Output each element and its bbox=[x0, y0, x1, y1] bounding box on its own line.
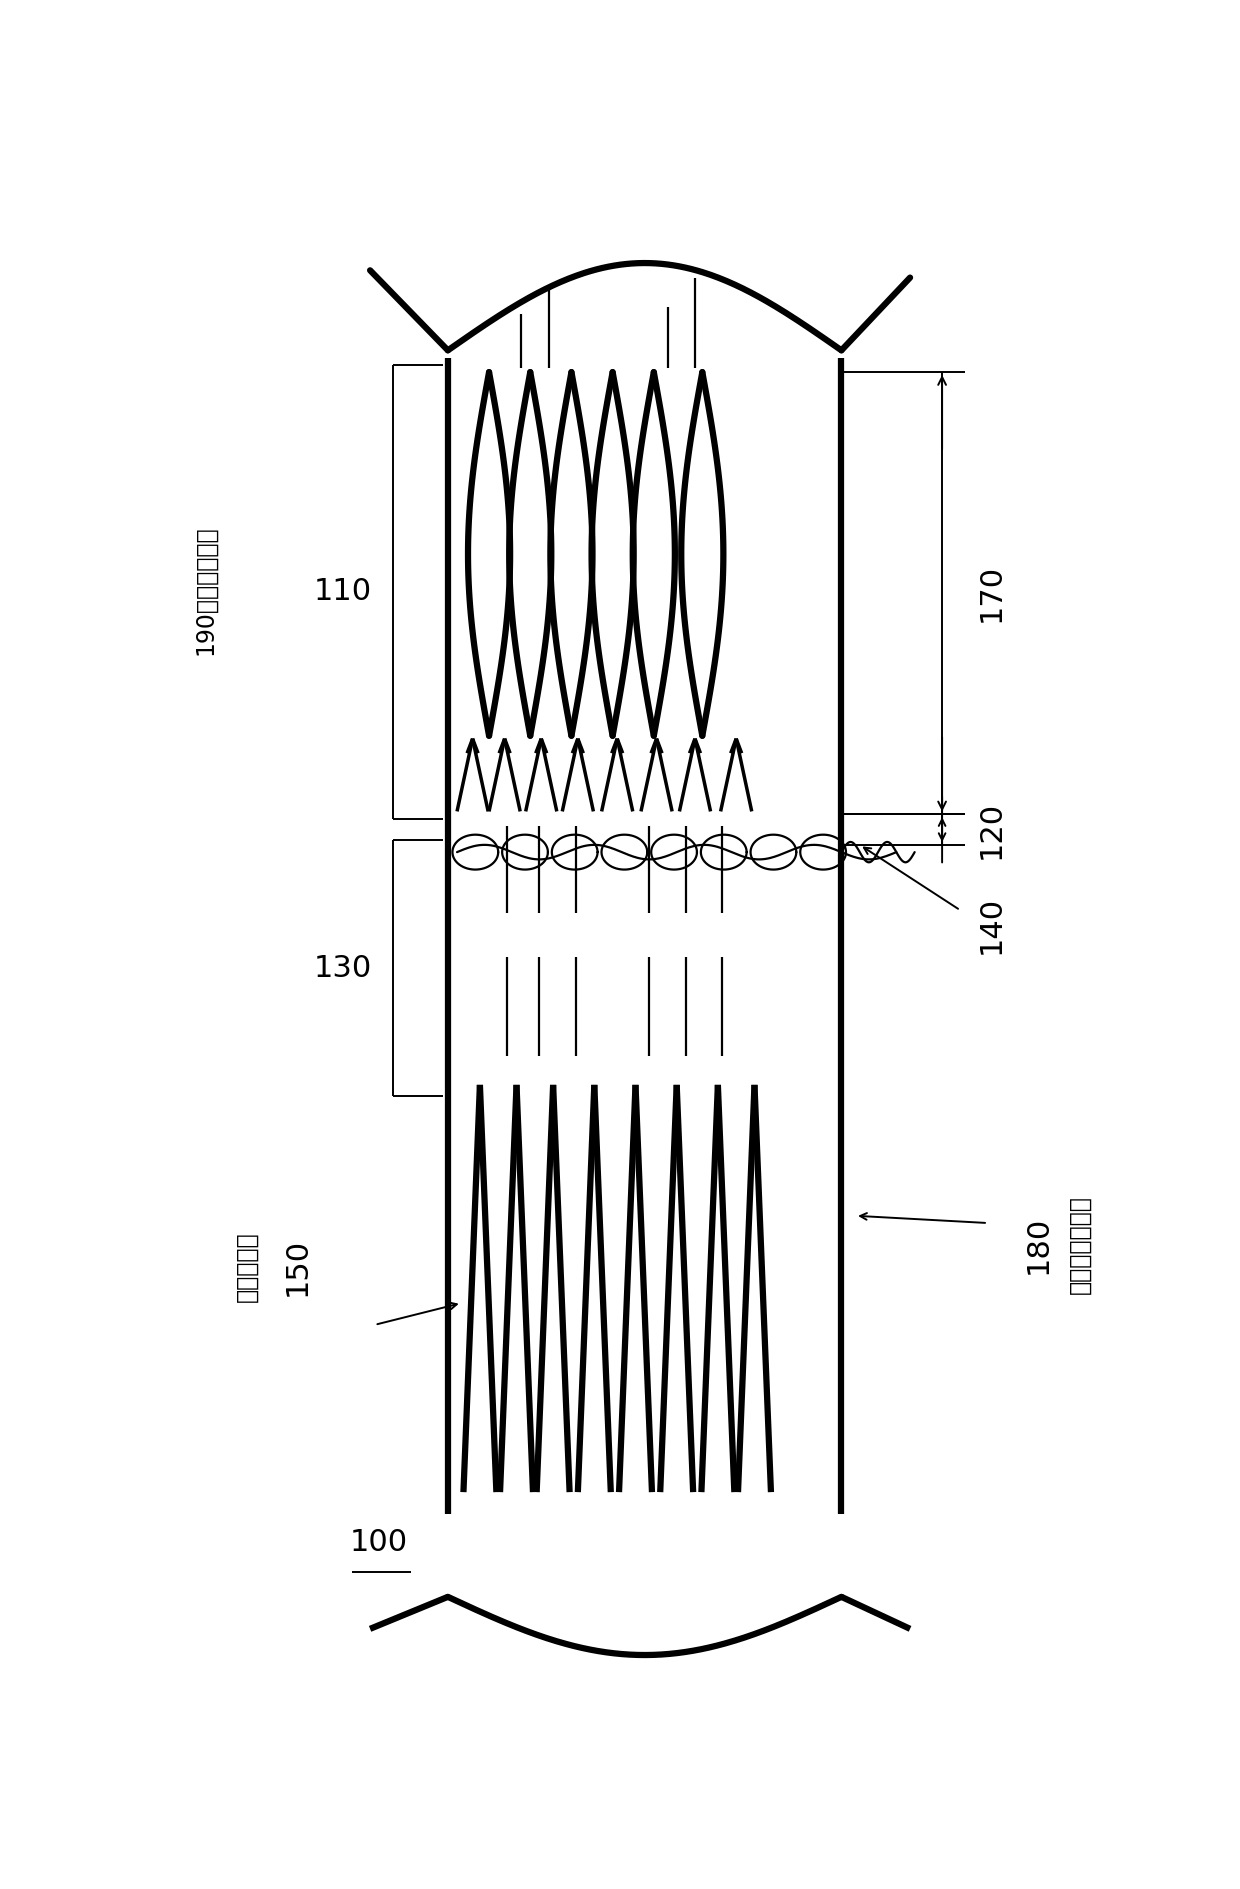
Text: 110: 110 bbox=[314, 578, 372, 606]
Text: 170: 170 bbox=[977, 565, 1006, 621]
Text: 140: 140 bbox=[977, 895, 1006, 954]
Text: 180: 180 bbox=[1024, 1217, 1053, 1273]
Text: 190未分纤处理部: 190未分纤处理部 bbox=[193, 525, 217, 655]
Text: 部分分纤纤维束: 部分分纤纤维束 bbox=[1068, 1196, 1091, 1294]
Text: 150: 150 bbox=[283, 1237, 311, 1296]
Text: 120: 120 bbox=[977, 801, 1006, 859]
Text: 130: 130 bbox=[314, 954, 372, 982]
Text: 100: 100 bbox=[350, 1528, 408, 1558]
Text: 分纤处理部: 分纤处理部 bbox=[234, 1232, 258, 1302]
